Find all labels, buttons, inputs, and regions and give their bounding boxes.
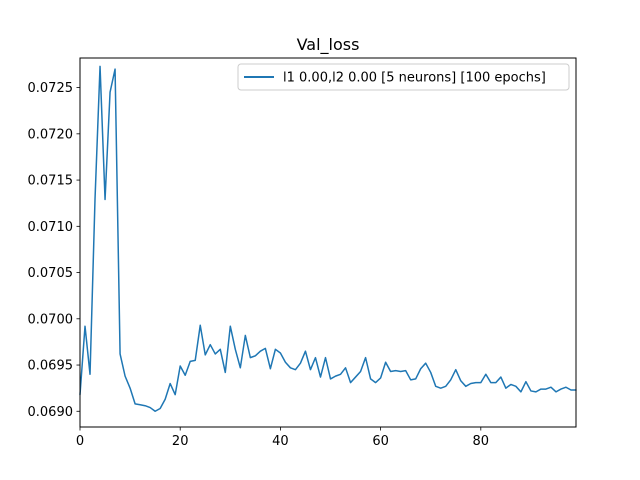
series-line-0	[79, 65, 577, 413]
y-tick-label: 0.0715	[28, 174, 74, 189]
axes-frame	[79, 57, 577, 428]
legend-box	[237, 63, 570, 91]
y-tick-label: 0.0700	[28, 312, 74, 327]
y-tick-label: 0.0710	[28, 220, 74, 235]
chart-title: Val_loss	[297, 35, 360, 55]
x-tick-label: 60	[372, 434, 389, 449]
x-tick-label: 40	[272, 434, 289, 449]
y-tick-label: 0.0720	[28, 127, 74, 142]
plot-area: 0 20 40 60 80 0.0690 0.0695 0.0700 0.0705 0.0710 0…	[28, 65, 577, 449]
legend-label: l1 0.00,l2 0.00 [5 neurons] [100 epochs]	[283, 71, 546, 86]
x-tick-label: 20	[172, 434, 189, 449]
y-tick-label: 0.0695	[28, 359, 74, 374]
x-tick-label: 80	[473, 434, 490, 449]
y-tick-label: 0.0690	[28, 405, 74, 420]
legend: l1 0.00,l2 0.00 [5 neurons] [100 epochs]	[237, 63, 570, 91]
y-tick-label: 0.0705	[28, 266, 74, 281]
y-tick-label: 0.0725	[28, 81, 74, 96]
x-tick-label: 0	[76, 434, 84, 449]
